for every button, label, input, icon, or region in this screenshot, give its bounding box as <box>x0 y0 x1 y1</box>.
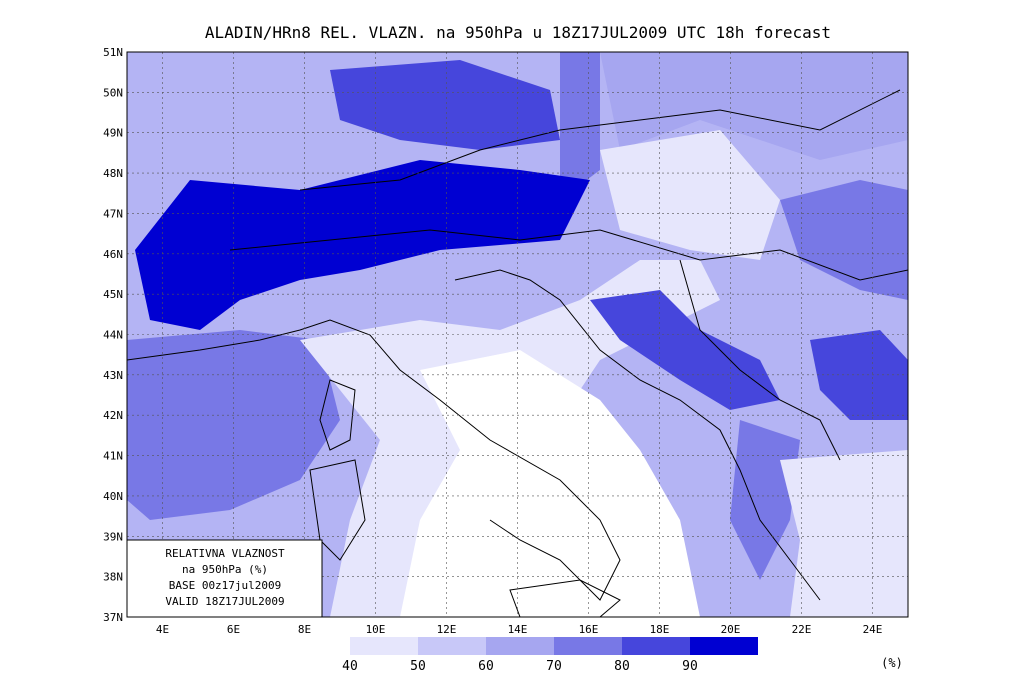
colorbar-box <box>418 637 486 655</box>
lon-label: 22E <box>792 623 812 636</box>
lon-label: 8E <box>298 623 311 636</box>
lon-label: 4E <box>156 623 169 636</box>
colorbar-unit: (%) <box>881 656 903 670</box>
colorbar-label: 50 <box>410 659 426 674</box>
lat-label: 50N <box>103 86 123 99</box>
map-frame <box>126 51 909 618</box>
map-title: ALADIN/HRn8 REL. VLAZN. na 950hPa u 18Z1… <box>205 23 831 42</box>
colorbar-label: 40 <box>342 659 358 674</box>
lon-label: 18E <box>650 623 670 636</box>
lon-label: 16E <box>579 623 599 636</box>
lat-label: 40N <box>103 490 123 503</box>
colorbar-box <box>622 637 690 655</box>
lat-label: 48N <box>103 167 123 180</box>
colorbar-label: 60 <box>478 659 494 674</box>
lat-label: 42N <box>103 409 123 422</box>
lat-label: 41N <box>103 450 123 463</box>
info-text: VALID 18Z17JUL2009 <box>165 595 284 608</box>
lat-label: 49N <box>103 127 123 140</box>
colorbar-box <box>554 637 622 655</box>
colorbar-box <box>486 637 554 655</box>
colorbar-label: 90 <box>682 659 698 674</box>
lat-label: 45N <box>103 288 123 301</box>
lon-label: 24E <box>863 623 883 636</box>
colorbar-label: 70 <box>546 659 562 674</box>
lat-label: 44N <box>103 329 123 342</box>
lon-label: 10E <box>366 623 386 636</box>
lat-label: 39N <box>103 530 123 543</box>
lat-label: 37N <box>103 611 123 624</box>
colorbar-label: 80 <box>614 659 630 674</box>
info-text: RELATIVNA VLAZNOST <box>165 547 285 560</box>
info-box <box>126 539 323 618</box>
lon-label: 14E <box>508 623 528 636</box>
info-text: BASE 00z17jul2009 <box>169 579 282 592</box>
lon-label: 20E <box>721 623 741 636</box>
lat-label: 43N <box>103 369 123 382</box>
lat-label: 46N <box>103 248 123 261</box>
info-text: na 950hPa (%) <box>182 563 268 576</box>
lat-label: 38N <box>103 571 123 584</box>
lat-label: 51N <box>103 46 123 59</box>
lon-label: 6E <box>227 623 240 636</box>
lat-label: 47N <box>103 207 123 220</box>
field <box>127 52 908 617</box>
colorbar-box <box>690 637 758 655</box>
lon-label: 12E <box>437 623 457 636</box>
colorbar-box <box>350 637 418 655</box>
